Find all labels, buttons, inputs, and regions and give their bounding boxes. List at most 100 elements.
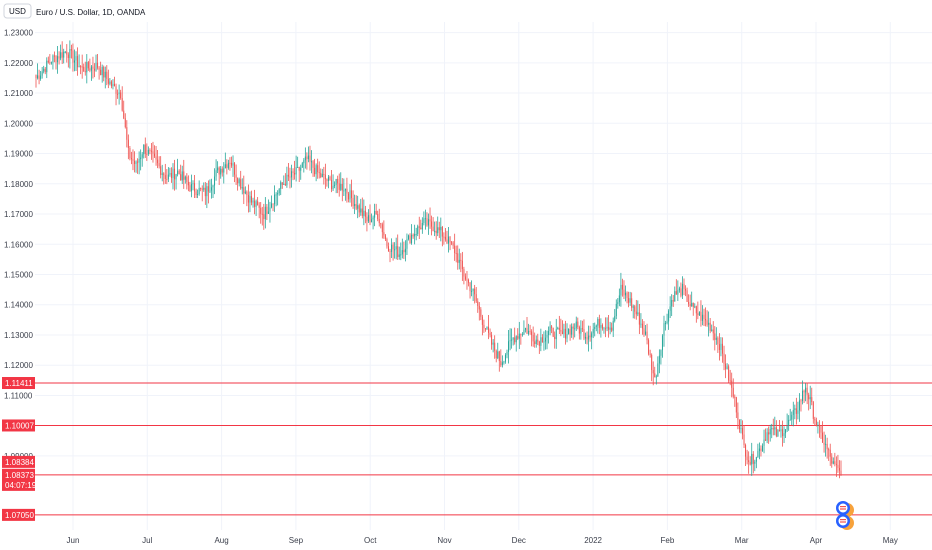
candle-body (446, 239, 448, 244)
candle-body (230, 162, 232, 166)
candle-body (831, 456, 833, 464)
price-tag[interactable] (2, 468, 35, 491)
candle-body (320, 172, 322, 178)
candle-body (140, 157, 142, 160)
candle-body (731, 380, 733, 388)
candle-body (277, 193, 279, 195)
candle-body (548, 331, 550, 336)
currency-button[interactable]: USD (9, 7, 26, 16)
candle-body (441, 226, 443, 237)
candle-body (124, 118, 126, 128)
candle-body (826, 443, 828, 450)
candle-body (628, 298, 630, 303)
candle-body (668, 310, 670, 322)
candle-body (234, 163, 236, 175)
y-tick-label: 1.21000 (4, 89, 33, 98)
candle-body (89, 68, 91, 71)
time-axis[interactable]: Jun Jul Aug Sep Oct Nov Dec 2022 Feb Mar Apr May (67, 536, 898, 545)
candle-body (61, 52, 63, 58)
x-tick-label: Aug (214, 536, 228, 545)
candle-body (298, 167, 300, 171)
candle-body (678, 288, 680, 291)
candle-body (311, 161, 313, 163)
candle-body (423, 218, 425, 224)
candle-body (409, 235, 411, 244)
flag-icon[interactable] (836, 514, 854, 530)
candle-body (169, 173, 171, 175)
candle-body (204, 187, 206, 197)
candle-body (651, 354, 653, 371)
price-tag[interactable] (2, 455, 35, 468)
candle-body (229, 162, 231, 164)
candle-body (372, 217, 374, 220)
currency-button-frame[interactable] (3, 3, 32, 19)
level-price-badge[interactable] (2, 419, 35, 432)
candle-body (343, 190, 345, 192)
candle-body (529, 330, 531, 332)
candle-body (349, 190, 351, 200)
candle-body (154, 153, 156, 157)
candle-body (210, 187, 212, 191)
candle-body (340, 183, 342, 190)
candle-body (237, 177, 239, 184)
candle-body (774, 427, 776, 430)
candle-body (260, 207, 262, 214)
candle-body (581, 328, 583, 330)
price-axis[interactable]: 1.23000 1.22000 1.21000 1.20000 1.19000 1.180… (2, 29, 37, 491)
candle-body (637, 312, 639, 315)
candle-body (463, 269, 465, 277)
candle-body (307, 155, 309, 160)
candle-body (649, 353, 651, 355)
y-tick-label: 1.11000 (4, 391, 33, 400)
event-icons[interactable] (836, 501, 854, 530)
candle-body (352, 197, 354, 207)
level-price-badge[interactable] (2, 377, 35, 390)
candle-body (207, 186, 209, 192)
x-tick-label: 2022 (584, 536, 602, 545)
candle-body (83, 66, 85, 72)
candle-body (577, 321, 579, 328)
candle-body (203, 187, 205, 190)
candle-body (809, 397, 811, 400)
candle-body (829, 449, 831, 457)
candle-body (692, 302, 694, 307)
horizontal-levels[interactable]: 1.11411 1.10007 1.08373 1.07050 (2, 377, 932, 521)
candle-body (768, 432, 770, 435)
flag-icon[interactable] (836, 501, 854, 517)
candle-body (688, 301, 690, 305)
candle-body (521, 334, 523, 336)
candle-body (517, 336, 519, 339)
candle-body (531, 331, 533, 336)
candle-body (752, 453, 754, 464)
candle-body (675, 291, 677, 295)
candle-body (44, 68, 46, 73)
candle-body (460, 259, 462, 261)
candle-body (80, 66, 82, 68)
candle-body (738, 419, 740, 430)
candle-body (358, 205, 360, 213)
x-tick-label: Apr (810, 536, 823, 545)
y-tick-label: 1.16000 (4, 240, 33, 249)
candle-body (532, 335, 534, 342)
candle-body (524, 328, 526, 330)
candle-body (449, 236, 451, 243)
candle-body (126, 127, 128, 140)
price-tag-label: 1.08384 (5, 458, 34, 467)
candle-body (55, 56, 57, 63)
candle-body (520, 333, 522, 335)
candle-body (374, 210, 376, 218)
candle-body (163, 173, 165, 176)
candle-body (347, 193, 349, 200)
candle-body (648, 340, 650, 354)
candle-body (334, 184, 336, 186)
candle-body (452, 242, 454, 246)
candle-body (52, 55, 54, 63)
candle-body (552, 327, 554, 337)
candle-body (361, 208, 363, 216)
candle-body (477, 301, 479, 306)
level-price-badge[interactable] (2, 508, 35, 521)
level-price-label: 1.07050 (5, 511, 34, 520)
candle-body (701, 314, 703, 321)
candle-body (166, 179, 168, 181)
